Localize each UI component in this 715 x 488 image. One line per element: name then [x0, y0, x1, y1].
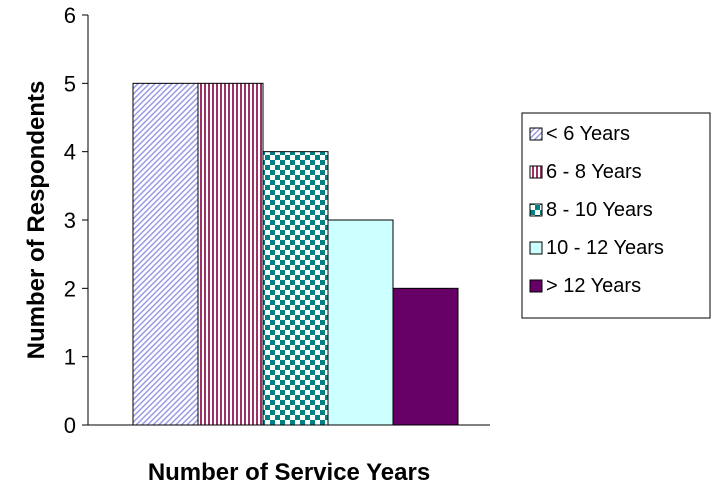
legend-swatch [529, 165, 543, 179]
bar [262, 151, 329, 426]
legend-swatch [529, 279, 543, 293]
y-tick-label: 4 [64, 140, 76, 165]
y-axis-title: Number of Respondents [23, 81, 50, 360]
legend-swatch [529, 203, 543, 217]
bars [132, 82, 459, 426]
bar [197, 82, 264, 426]
y-tick-label: 6 [64, 3, 76, 28]
y-tick-label: 1 [64, 345, 76, 370]
legend-box [521, 112, 711, 319]
legend-swatch [529, 127, 543, 141]
y-tick-label: 5 [64, 71, 76, 96]
legend-label: 10 - 12 Years [546, 237, 664, 259]
legend-label: > 12 Years [546, 275, 641, 297]
plot-area: 0 1 2 3 4 5 6 [64, 3, 490, 438]
legend-label: < 6 Years [546, 123, 630, 145]
y-axis-ticks: 0 1 2 3 4 5 6 [64, 3, 88, 438]
bar [327, 219, 394, 426]
x-axis-title: Number of Service Years [148, 459, 430, 486]
legend-label: 8 - 10 Years [546, 199, 653, 221]
y-tick-label: 3 [64, 208, 76, 233]
legend-swatch [529, 241, 543, 255]
bar [132, 82, 199, 426]
legend-label: 6 - 8 Years [546, 161, 642, 183]
bar [392, 287, 459, 426]
y-tick-label: 2 [64, 276, 76, 301]
legend: < 6 Years 6 - 8 Years 8 - 10 Years 10 - 12 … [521, 112, 711, 319]
y-tick-label: 0 [64, 413, 76, 438]
